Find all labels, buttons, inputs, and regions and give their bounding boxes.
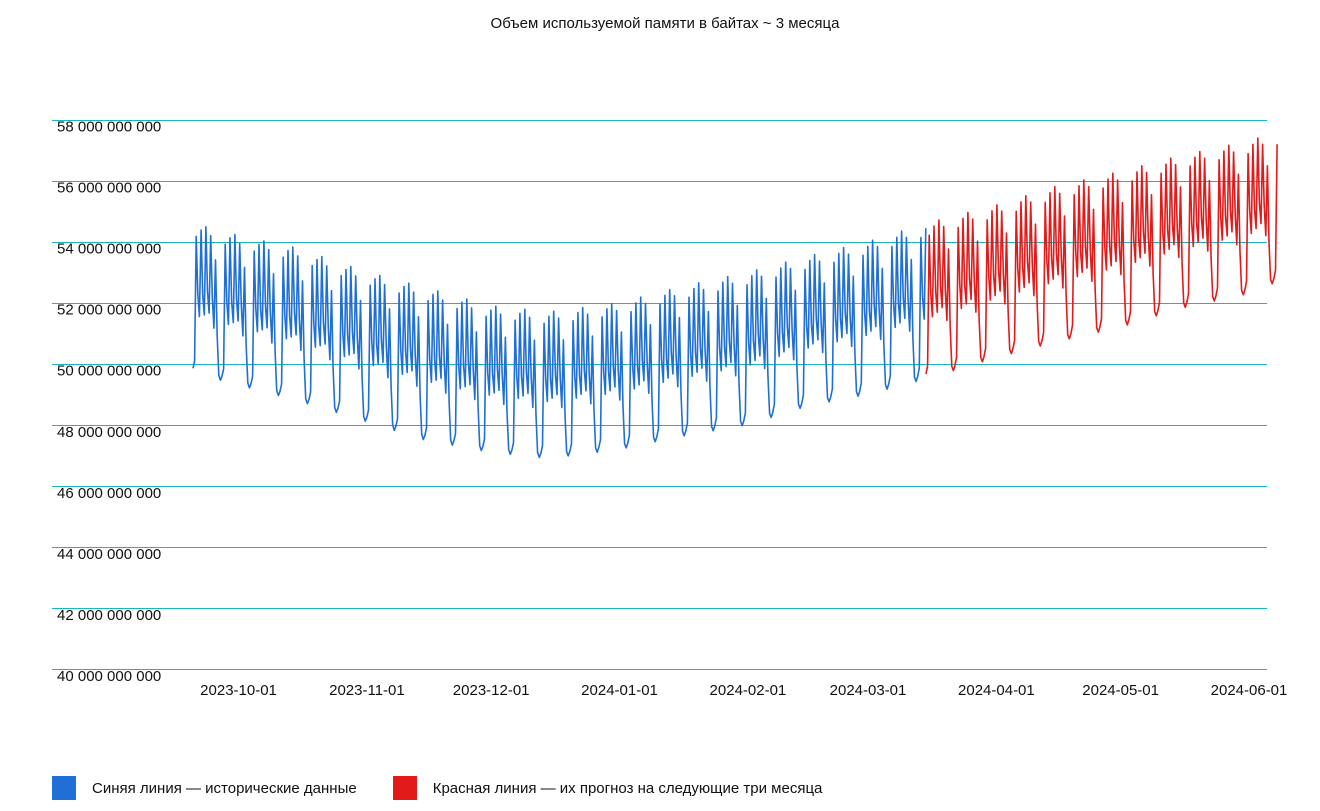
series-line-historical	[192, 226, 927, 459]
series-lines	[192, 137, 1278, 459]
y-tick-label: 54 000 000 000	[57, 241, 161, 258]
y-tick-label: 40 000 000 000	[57, 668, 161, 685]
y-tick-label: 52 000 000 000	[57, 302, 161, 319]
x-axis-ticks: 2023-10-01 2023-11-01 2023-12-01 2024-01-01…	[200, 682, 1287, 699]
y-tick-label: 48 000 000 000	[57, 424, 161, 441]
x-tick-label: 2024-01-01	[581, 682, 658, 699]
y-tick-label: 56 000 000 000	[57, 180, 161, 197]
x-tick-label: 2024-04-01	[958, 682, 1035, 699]
x-tick-label: 2023-10-01	[200, 682, 277, 699]
y-tick-label: 46 000 000 000	[57, 485, 161, 502]
x-tick-label: 2023-12-01	[453, 682, 530, 699]
y-tick-label: 50 000 000 000	[57, 363, 161, 380]
chart-title: Объем используемой памяти в байтах ~ 3 м…	[491, 15, 841, 32]
legend-item-forecast: Красная линия — их прогноз на следующие …	[392, 776, 823, 800]
legend-swatch-blue	[52, 776, 76, 800]
legend-swatch-red	[392, 776, 417, 800]
legend-label-historical: Синяя линия — исторические данные	[92, 779, 357, 797]
y-axis-ticks: 58 000 000 000 56 000 000 000 54 000 000 0…	[57, 119, 161, 685]
x-tick-label: 2024-06-01	[1211, 682, 1288, 699]
x-tick-label: 2024-05-01	[1082, 682, 1159, 699]
y-tick-label: 42 000 000 000	[57, 607, 161, 624]
legend: Синяя линия — исторические данные Красна…	[52, 776, 858, 800]
series-line-forecast	[925, 137, 1278, 375]
x-tick-label: 2024-02-01	[710, 682, 787, 699]
y-tick-label: 58 000 000 000	[57, 119, 161, 136]
legend-label-forecast: Красная линия — их прогноз на следующие …	[432, 779, 823, 797]
x-tick-label: 2023-11-01	[329, 682, 405, 699]
y-tick-label: 44 000 000 000	[57, 546, 161, 563]
legend-item-historical: Синяя линия — исторические данные	[52, 776, 357, 800]
x-tick-label: 2024-03-01	[830, 682, 907, 699]
